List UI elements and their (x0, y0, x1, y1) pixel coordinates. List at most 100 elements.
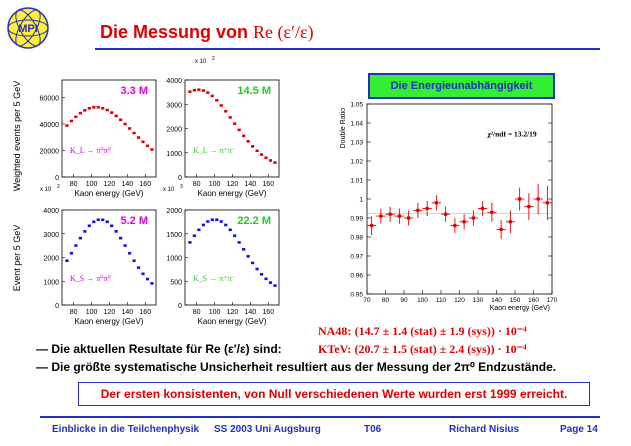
y-tick-label: 0.99 (350, 216, 363, 223)
x-tick-label: 120 (227, 181, 239, 188)
x-tick-label: 140 (245, 181, 257, 188)
y-tick-label: 2000 (166, 127, 182, 134)
x-axis-label: Kaon energy (GeV) (198, 317, 267, 326)
y-axis-label-top: Weighted events per 5 GeV (12, 81, 22, 191)
data-point (127, 251, 132, 255)
data-point (197, 88, 201, 92)
x-tick-label: 170 (547, 297, 558, 304)
data-point (78, 236, 82, 240)
data-point (255, 267, 259, 271)
data-point (490, 210, 494, 214)
x-tick-label: 160 (139, 309, 151, 316)
header-divider (95, 48, 600, 50)
y-tick-label: 4000 (166, 78, 182, 85)
data-point (264, 156, 268, 160)
footer-code: T06 (364, 424, 382, 435)
data-point (224, 109, 228, 113)
x-tick-label: 100 (209, 181, 221, 188)
x-tick-label: 80 (382, 297, 390, 304)
x-tick-label: 80 (70, 309, 78, 316)
y-tick-label: 1000 (166, 151, 182, 158)
data-point (259, 273, 264, 276)
event-count: 5.2 M (120, 215, 148, 227)
x-tick-label: 80 (193, 309, 201, 316)
data-point (197, 228, 201, 232)
y-tick-label: 1.05 (350, 102, 363, 109)
data-point (453, 224, 457, 228)
data-point (123, 244, 127, 247)
data-point (78, 111, 82, 115)
data-point (518, 197, 522, 201)
data-point (499, 227, 503, 231)
y-tick-label: 1.04 (350, 121, 363, 128)
data-point (264, 277, 268, 281)
data-point (237, 128, 241, 132)
exp-sup-bl: 2 (57, 184, 60, 190)
x-tick-label: 120 (104, 309, 116, 316)
x-tick-label: 120 (227, 309, 239, 316)
data-point (110, 111, 114, 114)
x-tick-label: 100 (417, 297, 428, 304)
data-point (481, 206, 485, 211)
x-tick-label: 120 (454, 297, 465, 304)
x-tick-label: 160 (528, 297, 539, 304)
double-ratio-svg: 0.95 0.96 0.97 0.98 0.99 1 1.01 1.02 1.03 1.04 1.0… (340, 102, 558, 313)
data-point (462, 220, 466, 224)
event-count: 22.2 M (237, 215, 271, 227)
data-point (83, 230, 87, 233)
data-point (145, 277, 150, 281)
x-axis-label: Kaon energy (GeV) (75, 317, 144, 326)
data-point (201, 89, 205, 92)
data-point (145, 144, 150, 148)
data-point (228, 228, 232, 232)
data-point (201, 223, 205, 227)
mpi-logo: MPI (7, 7, 49, 49)
data-point (273, 284, 277, 287)
y-tick-label: 2000 (166, 208, 182, 215)
y-tick-label: 3000 (166, 102, 182, 109)
footer-page: Page 14 (560, 424, 598, 435)
data-point (74, 244, 78, 247)
logo-text: MPI (18, 23, 38, 35)
x-tick-label: 160 (262, 309, 274, 316)
data-point (141, 140, 145, 144)
na48-label: NA48: (318, 324, 352, 338)
y-tick-label: 20000 (40, 148, 60, 155)
data-point (83, 109, 87, 112)
data-point (188, 90, 192, 94)
exp-label-bl: x 10 (40, 187, 52, 193)
x-tick-label: 100 (86, 309, 98, 316)
exp-sup-br: 3 (180, 184, 183, 190)
y-tick-label: 1000 (166, 256, 182, 263)
x-tick-label: 80 (193, 181, 201, 188)
x-tick-label: 120 (104, 181, 116, 188)
ktev-label: KTeV: (318, 342, 352, 356)
data-point (114, 230, 118, 233)
data-point (69, 251, 73, 255)
data-point (233, 122, 237, 126)
data-point (215, 98, 219, 102)
event-count: 14.5 M (237, 85, 271, 97)
y-tick-label: 0.96 (350, 273, 363, 280)
y-tick-label: 1.03 (350, 140, 363, 147)
data-point (65, 259, 69, 263)
data-point (192, 234, 196, 238)
data-point (141, 272, 145, 276)
x-tick-label: 100 (209, 309, 221, 316)
data-point (114, 114, 118, 118)
event-count: 3.3 M (120, 85, 148, 97)
data-point (92, 105, 96, 109)
process-label: K_S → π⁺π⁻ (193, 274, 236, 283)
data-point (92, 220, 96, 224)
x-tick-label: 140 (245, 309, 257, 316)
data-point (215, 218, 219, 222)
data-point (110, 224, 114, 228)
footer-course: Einblicke in die Teilchenphysik (52, 424, 200, 435)
x-tick-label: 140 (122, 181, 134, 188)
data-point (206, 91, 210, 94)
data-point (74, 115, 78, 119)
